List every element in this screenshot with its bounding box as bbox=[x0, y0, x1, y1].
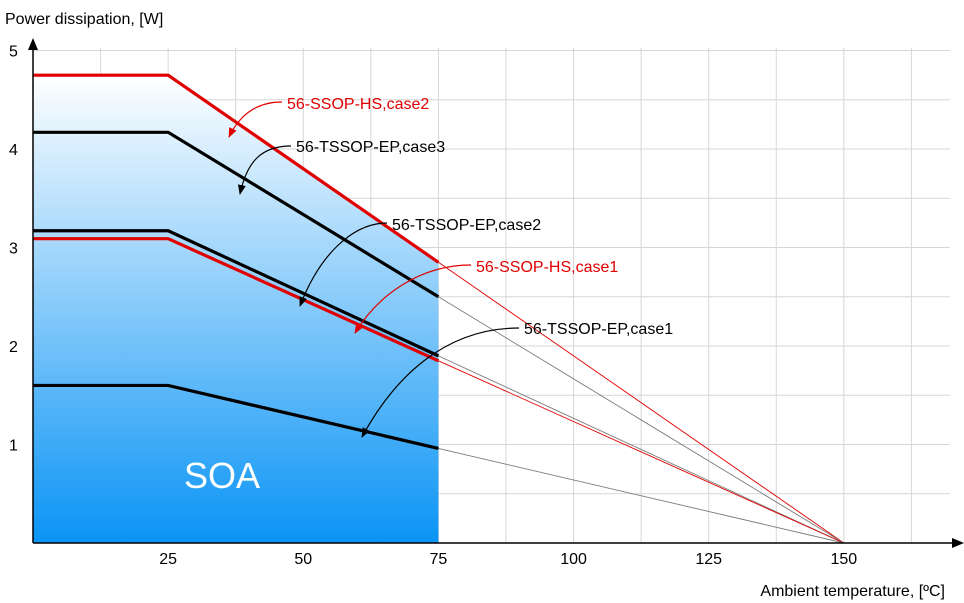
callout-arrow-4 bbox=[354, 264, 472, 334]
series-callouts: 56-SSOP-HS,case2 56-TSSOP-EP,case3 56-TSSO… bbox=[228, 96, 673, 438]
callout-arrow-5 bbox=[361, 327, 520, 438]
tick-labels: 25507510012515017512345 bbox=[9, 44, 857, 568]
series-line-2 bbox=[33, 130, 440, 299]
x-axis-arrow bbox=[952, 538, 964, 548]
extension-line-2 bbox=[438, 296, 845, 544]
extension-line-3 bbox=[438, 355, 845, 544]
y-tick-label: 2 bbox=[9, 339, 18, 356]
series-label-5: 56-TSSOP-EP,case1 bbox=[524, 321, 673, 338]
series-line-3 bbox=[33, 229, 440, 358]
series-line-1 bbox=[33, 73, 440, 264]
series-line-5 bbox=[33, 383, 439, 451]
series-label-3: 56-TSSOP-EP,case2 bbox=[392, 217, 541, 234]
x-tick-label: 25 bbox=[159, 551, 177, 568]
x-tick-label: 125 bbox=[695, 551, 722, 568]
y-tick-label: 3 bbox=[9, 241, 18, 258]
y-tick-label: 1 bbox=[9, 438, 18, 455]
x-tick-label: 50 bbox=[294, 551, 312, 568]
x-tick-label: 100 bbox=[560, 551, 587, 568]
series-line-4 bbox=[33, 237, 440, 363]
callout-arrow-2 bbox=[237, 145, 292, 195]
soa-label: SOA bbox=[184, 455, 260, 496]
series-label-1: 56-SSOP-HS,case2 bbox=[287, 96, 429, 113]
series-label-4: 56-SSOP-HS,case1 bbox=[476, 259, 618, 276]
y-axis-arrow bbox=[28, 38, 38, 50]
y-tick-label: 4 bbox=[9, 142, 18, 159]
y-tick-label: 5 bbox=[9, 44, 18, 61]
callout-arrow-1 bbox=[228, 101, 283, 138]
x-tick-label: 75 bbox=[430, 551, 448, 568]
callout-arrow-3 bbox=[299, 222, 388, 307]
series-label-2: 56-TSSOP-EP,case3 bbox=[296, 139, 445, 156]
axes bbox=[28, 38, 964, 548]
extension-lines bbox=[438, 261, 845, 544]
extension-line-1 bbox=[438, 261, 845, 544]
extension-line-5 bbox=[438, 448, 844, 544]
y-axis-title: Power dissipation, [W] bbox=[5, 11, 163, 28]
x-tick-label: 150 bbox=[830, 551, 857, 568]
x-axis-title: Ambient temperature, [ºC] bbox=[760, 583, 945, 600]
extension-line-4 bbox=[438, 360, 845, 544]
series-lines bbox=[33, 73, 440, 451]
